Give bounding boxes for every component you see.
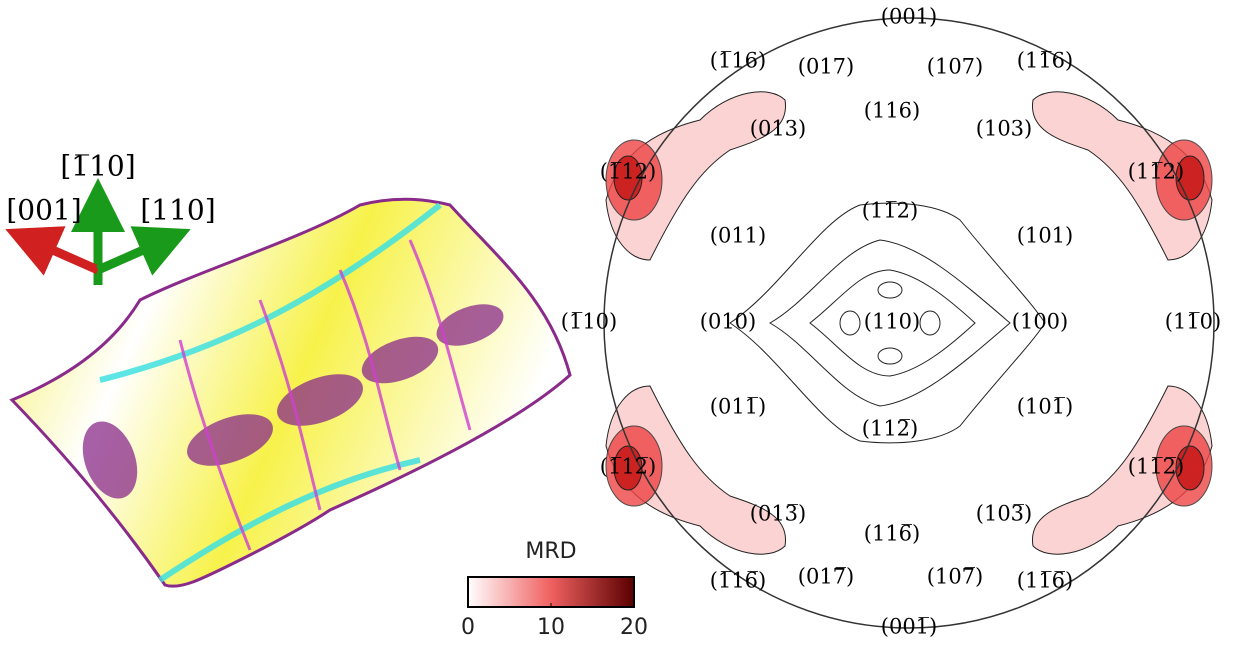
pole-label: (107̅) (927, 565, 983, 589)
pole-label: (017̅) (798, 565, 854, 589)
axis-label: [1̅10] (60, 150, 135, 183)
pole-label: (1̅10) (561, 310, 617, 334)
axis-label: [001] (6, 194, 81, 227)
axis-triad: [1̅10] [001] [110] (5, 150, 216, 285)
colorbar-tick-label: 0 (461, 615, 475, 640)
pole-label: (11̅6̅) (1017, 569, 1073, 593)
pole-label: (11̅0) (1165, 310, 1221, 334)
pole-label: (103̅) (976, 502, 1032, 526)
axis-label: [110] (140, 194, 215, 227)
pole-label: (11̅2) (1128, 160, 1184, 184)
pole-label: (001) (881, 5, 937, 29)
pole-label: (013̅) (750, 502, 806, 526)
pole-label: (017) (798, 55, 854, 79)
pole-label: (101̅) (1017, 395, 1073, 419)
pole-figure (603, 17, 1215, 629)
pole-label: (1̅12) (600, 160, 656, 184)
pole-label: (116) (864, 99, 920, 123)
pole-label: (107) (927, 55, 983, 79)
pole-label: (11̅6) (1017, 49, 1073, 73)
pole-label: (1̅16) (710, 49, 766, 73)
pole-label: (100) (1012, 310, 1068, 334)
pole-label: (110) (864, 310, 920, 334)
pole-label: (011) (710, 224, 766, 248)
colorbar-tick-label: 20 (620, 615, 648, 640)
pole-label: (103) (976, 117, 1032, 141)
pole-label: (112̅) (862, 417, 918, 441)
pole-label: (116̅) (864, 522, 920, 546)
pole-label: (1̅16̅) (710, 569, 766, 593)
colorbar-title: MRD (525, 539, 576, 564)
pole-label: (101) (1017, 224, 1073, 248)
pole-label: (11̅2̅) (1128, 455, 1184, 479)
pole-label: (11̅2) (862, 199, 918, 223)
pole-label: (001̅) (881, 615, 937, 639)
surface-render (9, 197, 572, 588)
colorbar-tick-label: 10 (537, 615, 565, 640)
colorbar: MRD (467, 539, 635, 608)
projection-circle (603, 17, 1215, 629)
pole-label: (010) (700, 310, 756, 334)
pole-label: (013) (750, 117, 806, 141)
pole-label: (1̅12̅) (600, 455, 656, 479)
colorbar-ramp (467, 576, 635, 608)
pole-label: (011̅) (710, 395, 766, 419)
